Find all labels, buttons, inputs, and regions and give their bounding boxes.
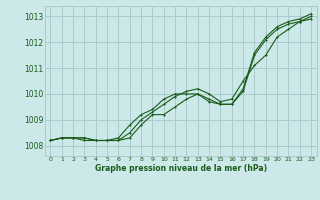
X-axis label: Graphe pression niveau de la mer (hPa): Graphe pression niveau de la mer (hPa) xyxy=(95,164,267,173)
